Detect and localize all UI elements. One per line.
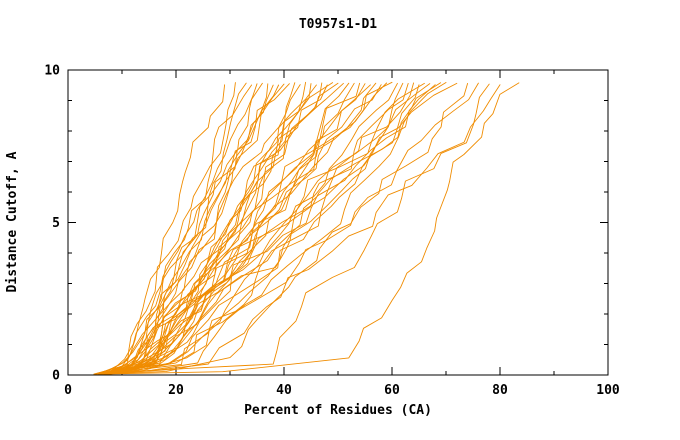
x-tick-label: 100 [596, 383, 620, 398]
y-tick-label: 5 [52, 216, 60, 231]
model-curve [102, 84, 253, 375]
model-curve [108, 84, 420, 375]
model-curve [108, 84, 317, 375]
model-curve [94, 84, 301, 375]
x-axis-label: Percent of Residues (CA) [244, 403, 432, 418]
model-curve [95, 82, 355, 375]
model-curve [106, 82, 296, 375]
model-curve [93, 84, 280, 375]
model-curve [99, 82, 247, 375]
model-curve [94, 82, 409, 375]
model-curve [100, 83, 490, 375]
model-curve [101, 82, 404, 375]
model-curve [99, 82, 323, 375]
model-curve [99, 83, 431, 375]
y-tick-label: 0 [52, 369, 60, 384]
model-curve [105, 82, 447, 375]
model-curve [95, 83, 258, 375]
x-tick-label: 60 [384, 383, 400, 398]
model-curve [95, 82, 458, 375]
model-curve [97, 82, 479, 375]
model-curve [107, 81, 393, 375]
y-axis-label: Distance Cutoff, A [5, 151, 20, 292]
y-tick-label: 10 [44, 64, 60, 79]
model-curve [96, 83, 290, 375]
model-curve [100, 82, 377, 375]
x-tick-label: 0 [64, 383, 72, 398]
model-curve [101, 82, 350, 375]
x-tick-label: 40 [276, 383, 292, 398]
model-curve [98, 84, 436, 375]
model-curve [105, 84, 371, 375]
model-curve [109, 82, 339, 375]
plot-area: 0 20 40 60 80 100 0 5 10 [44, 64, 620, 399]
model-curve [99, 82, 344, 375]
model-curve [103, 82, 334, 375]
model-curve [102, 82, 469, 375]
x-tick-label: 20 [168, 383, 184, 398]
model-curve [96, 82, 425, 375]
x-tick-label: 80 [492, 383, 508, 398]
model-curve [97, 83, 312, 375]
chart-title: T0957s1-D1 [299, 17, 377, 32]
model-curve [104, 82, 415, 375]
model-curve [102, 82, 442, 375]
model-curve [98, 83, 269, 375]
model-curve [104, 84, 501, 375]
model-curve [96, 82, 520, 375]
model-curve [97, 82, 236, 375]
model-curve [102, 81, 307, 375]
model-curve [98, 82, 398, 375]
